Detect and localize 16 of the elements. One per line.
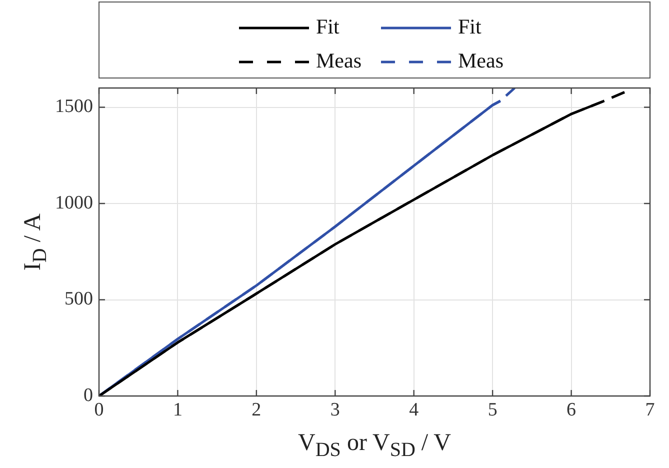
legend-label: Fit [458, 14, 482, 39]
y-tick-label: 0 [84, 384, 93, 406]
legend-label: Meas [316, 48, 362, 73]
y-tick-label: 500 [64, 288, 93, 310]
x-axis-title: V$_{DS}$ or V$_{SD}$ / V [297, 430, 452, 462]
y-tick-label: 1500 [55, 96, 93, 118]
y-tick-label: 1000 [55, 192, 93, 214]
x-tick-label: 6 [566, 399, 576, 420]
x-tick-label: 1 [172, 399, 182, 420]
x-tick-label: 7 [645, 399, 655, 420]
legend-label: Fit [316, 14, 340, 39]
x-tick-label: 2 [252, 399, 262, 420]
x-tick-label: 5 [488, 399, 498, 420]
x-tick-label: 3 [330, 399, 340, 420]
legend-label: Meas [458, 48, 504, 73]
x-tick-label: 4 [409, 399, 420, 420]
